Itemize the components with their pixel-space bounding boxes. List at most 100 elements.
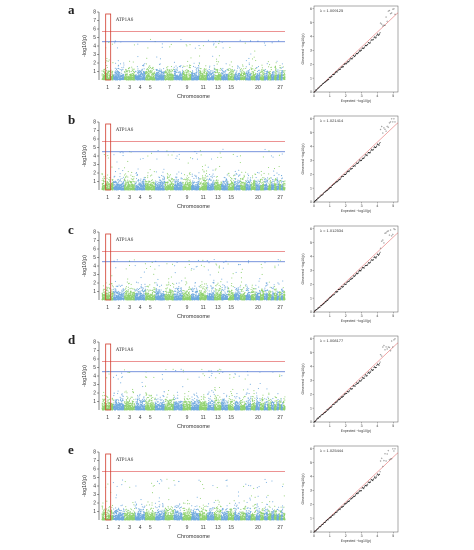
snp-point [130,79,132,81]
chromosome-10-points [190,45,200,81]
snp-point [223,79,225,81]
chromosome-26-points [276,40,280,81]
snp-point [130,185,132,187]
snp-point [118,71,120,73]
snp-point [159,70,161,72]
snp-point [121,72,123,74]
snp-point [125,73,127,75]
snp-point [133,79,135,81]
snp-point [187,76,189,78]
snp-point [111,179,113,181]
snp-point [123,182,125,184]
snp-point [164,78,166,80]
snp-point [119,68,121,71]
snp-point [125,173,127,175]
snp-point [248,74,251,76]
chromosome-tick-label: 1 [106,85,109,91]
snp-point [103,78,105,80]
chromosome-tick-label: 4 [139,85,142,91]
snp-point [208,79,210,81]
snp-point [132,77,134,79]
qq-point [336,71,338,73]
snp-point [282,71,284,73]
snp-point [185,75,188,77]
y-tick-label: 2 [93,61,96,67]
snp-point [164,79,166,81]
snp-point [127,73,129,75]
snp-point [115,73,118,75]
snp-point [160,70,162,72]
qq-point [334,73,336,75]
qq-point [359,50,361,52]
chromosome-1-points [101,42,114,81]
snp-point [114,71,116,73]
snp-point [194,75,196,77]
snp-point [126,78,128,80]
snp-point [163,70,165,72]
snp-point [147,69,149,71]
y-tick-label: 1 [93,69,96,75]
snp-point [162,76,164,78]
snp-point [103,186,105,188]
qq-tail-point [381,23,383,25]
snp-point [176,68,178,70]
snp-point [282,70,284,72]
snp-point [280,79,282,81]
snp-point [179,71,181,73]
qq-point [342,66,344,68]
snp-point [240,71,242,73]
snp-point [210,70,212,72]
snp-point [111,166,113,168]
snp-point [169,73,171,75]
snp-point [189,71,191,73]
snp-point [261,77,263,79]
qq-point [346,62,348,64]
snp-point [274,70,277,72]
snp-point [139,158,141,160]
snp-point [116,183,118,185]
snp-point [220,74,222,76]
snp-point [157,70,159,72]
snp-point [214,74,216,76]
snp-point [246,70,248,72]
snp-point [125,78,128,80]
qq-frame [313,5,399,93]
qq-point [353,55,355,57]
snp-point [137,68,139,70]
snp-point [182,76,184,78]
snp-point [143,73,145,75]
snp-point [116,76,118,78]
snp-point [103,176,105,178]
snp-point [243,72,245,74]
qq-point [363,47,365,49]
snp-point [173,74,175,76]
snp-point [138,79,140,81]
y-tick-label: 6 [93,27,96,33]
snp-point [108,183,110,185]
snp-point [229,74,231,76]
qq-tail-point [389,12,392,15]
snp-point [195,79,197,81]
snp-point [114,79,116,81]
snp-point [159,78,162,80]
snp-point [209,79,211,81]
snp-point [229,46,231,48]
snp-point [114,67,116,69]
snp-point [115,72,117,74]
snp-point [108,184,111,186]
snp-point [284,78,286,80]
snp-point [176,67,178,69]
snp-point [202,72,204,74]
snp-point [182,75,184,77]
snp-point [165,79,167,81]
qq-y-tick-label: 6 [310,7,312,11]
snp-point [195,67,198,69]
snp-point [154,76,157,78]
snp-point [229,76,231,78]
snp-point [129,182,131,184]
snp-point [155,75,158,77]
snp-point [279,78,281,80]
snp-point [131,171,133,173]
snp-point [130,181,132,183]
snp-point [211,75,214,77]
